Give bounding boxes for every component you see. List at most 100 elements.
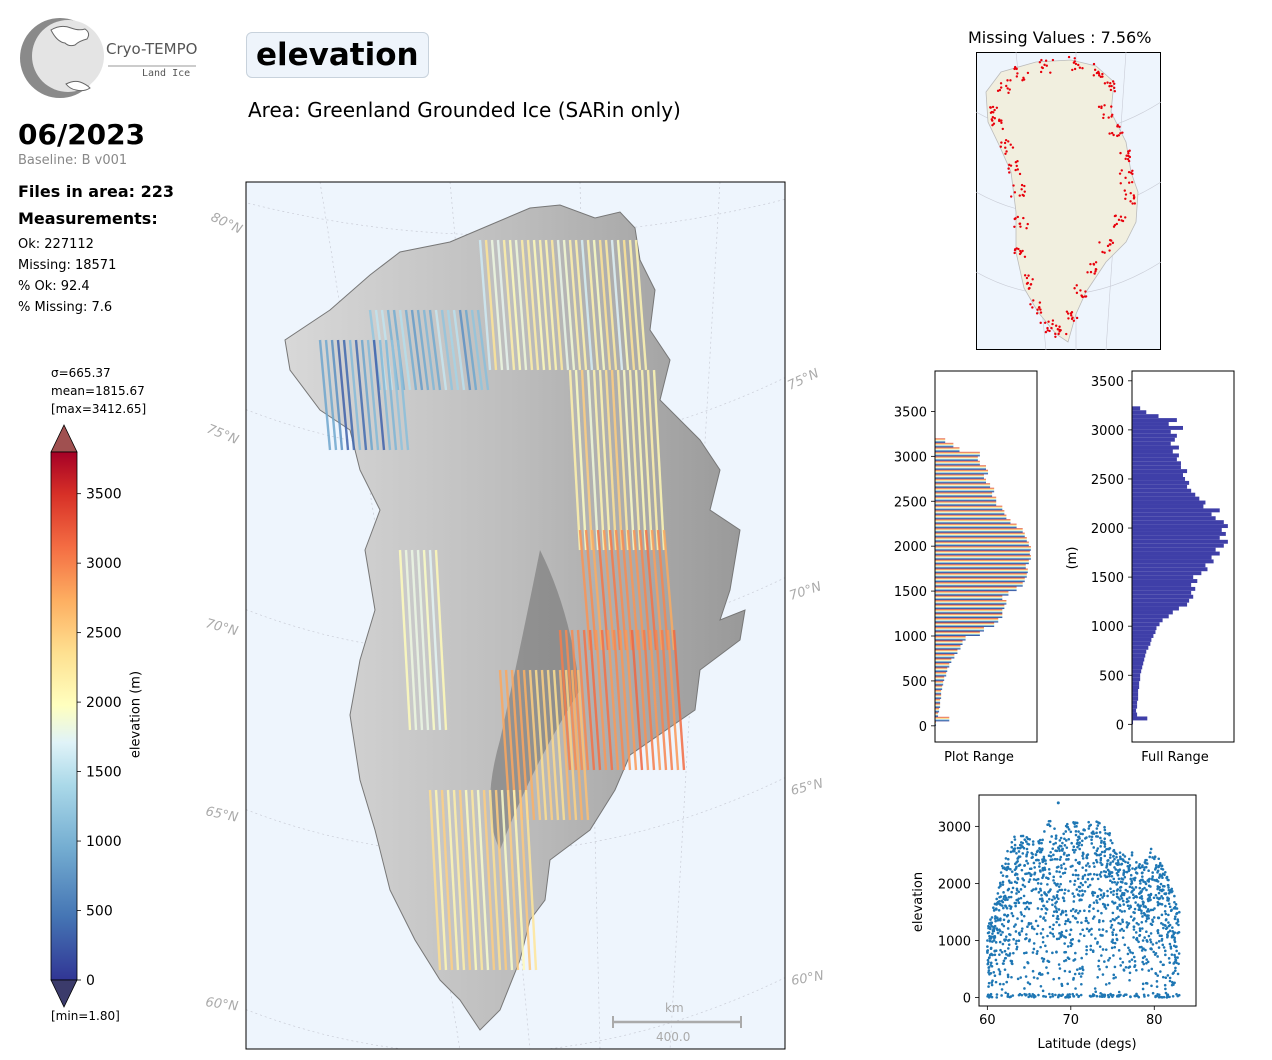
histogram-plot-range-bar: [935, 694, 942, 699]
scatter-point: [1101, 896, 1104, 899]
track-2-436: [634, 369, 648, 551]
missing-dot-4-8: [1045, 64, 1048, 67]
missing-dot-17-9: [1065, 310, 1069, 313]
missing-dot-6-8: [1097, 72, 1101, 75]
scatter-point: [1119, 885, 1123, 889]
scatter-point-low: [1065, 995, 1069, 998]
scatter-point: [1135, 861, 1138, 864]
scatter-point: [1019, 834, 1023, 838]
missing-dot-9-2: [1118, 125, 1121, 128]
track-2-418: [616, 369, 630, 551]
scatter-point: [1124, 888, 1128, 892]
scatter-point: [1057, 897, 1060, 901]
missing-dot-19-4: [1044, 330, 1048, 334]
scatter-point: [1013, 835, 1016, 839]
scatter-point: [1117, 915, 1120, 919]
track-7-224: [422, 549, 436, 731]
scatter-point: [1161, 876, 1164, 880]
scatter-point: [1177, 923, 1180, 927]
scatter-point: [1173, 981, 1176, 985]
scatter-point: [1113, 941, 1117, 945]
missing-dot-11-6: [1130, 180, 1134, 184]
scatter-point: [995, 897, 998, 901]
scatter-point: [1023, 885, 1027, 888]
scatter-point: [1009, 895, 1013, 899]
scatter-point: [1014, 942, 1018, 945]
scatter-point: [1088, 903, 1092, 907]
scatter-point: [1164, 953, 1167, 957]
scatter-point: [1023, 987, 1026, 990]
scatter-point: [1099, 861, 1102, 864]
scatter-point: [1138, 927, 1142, 930]
histogram-full-range-bar: [1132, 630, 1156, 635]
scatter-point: [1074, 909, 1078, 912]
scatter-point: [1149, 847, 1153, 851]
histogram-plot-range-bar: [935, 613, 1003, 619]
scatter-point: [1078, 909, 1082, 913]
histogram-full-range-bar: [1132, 469, 1188, 474]
missing-dot-5-5: [1073, 67, 1077, 71]
scatter-point: [1094, 990, 1098, 994]
stat-pct-missing: % Missing: 7.6: [18, 300, 113, 315]
track-1-230: [428, 309, 442, 391]
scatter-point: [1063, 892, 1066, 895]
scatter-point: [1140, 897, 1144, 900]
missing-dot-4-7: [1041, 66, 1045, 70]
scatter-point: [1062, 852, 1066, 856]
lat-label-right-3: 60°N: [790, 968, 825, 989]
scatter-point-low: [1133, 994, 1137, 998]
track-2-400: [598, 369, 612, 551]
scatter-point: [1058, 858, 1062, 861]
histogram-full-range-ytick-label: 1000: [1091, 620, 1124, 635]
colorbar-tick-label: 500: [86, 904, 113, 920]
scale-bar-value: 400.0: [656, 1030, 690, 1044]
scatter-point: [1048, 840, 1052, 844]
scatter-point: [1066, 956, 1070, 960]
missing-dot-15-8: [1094, 261, 1098, 264]
scatter-point-low: [1072, 994, 1075, 998]
scatter-point: [1052, 935, 1056, 938]
missing-dot-12-9: [1132, 197, 1136, 200]
scatter-point: [1010, 845, 1014, 849]
colorbar-tick-label: 2500: [86, 626, 122, 642]
scatter-point: [1122, 903, 1126, 906]
scatter-point: [1026, 850, 1029, 854]
scatter-point: [1013, 868, 1017, 872]
scatter-point: [1089, 948, 1093, 951]
scatter-point: [1047, 867, 1051, 871]
scatter-point: [996, 916, 999, 920]
histogram-full-range-bar: [1132, 484, 1188, 489]
track-7-200: [398, 549, 412, 731]
files-count: Files in area: 223: [18, 182, 174, 201]
missing-dot-23-8: [1022, 216, 1025, 220]
missing-dot-9-3: [1112, 133, 1115, 137]
scatter-point: [1117, 863, 1121, 866]
track-6-248: [446, 789, 460, 971]
missing-dot-23-7: [1014, 217, 1017, 220]
scatter-point: [1051, 914, 1055, 918]
scatter-point: [1015, 873, 1019, 876]
scatter-point: [992, 936, 996, 940]
scatter-point: [1155, 941, 1158, 945]
scatter-point: [1161, 975, 1165, 979]
scatter-point: [1116, 907, 1119, 910]
scatter-point: [1080, 843, 1084, 847]
histogram-plot-range-bar: [935, 456, 978, 461]
missing-dot-0-4: [1000, 121, 1003, 125]
scatter-point: [1084, 869, 1088, 872]
scatter-point: [1144, 881, 1147, 884]
scatter-point: [999, 933, 1003, 937]
scatter-point: [1063, 837, 1066, 841]
scatter-point: [1013, 873, 1017, 877]
histogram-full-range-bar: [1132, 669, 1142, 674]
scatter-point: [1002, 906, 1005, 910]
missing-dot-19-2: [1046, 326, 1049, 330]
histogram-full-range-bar: [1132, 418, 1177, 423]
histogram-plot-range-bar: [935, 568, 1028, 574]
scatter-point: [1020, 913, 1024, 916]
missing-dot-8-1: [1102, 113, 1105, 116]
lat-label-left-4: 60°N: [204, 995, 239, 1014]
scatter-point: [1138, 905, 1141, 908]
missing-dot-10-1: [1124, 157, 1127, 161]
scatter-point: [1120, 857, 1123, 861]
